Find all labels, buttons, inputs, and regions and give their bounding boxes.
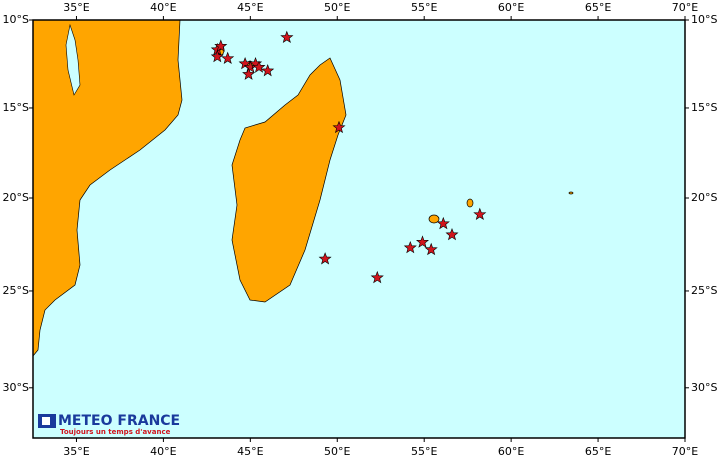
- logo-icon-inner: [42, 417, 50, 425]
- epicenter: [332, 120, 346, 134]
- x-tick-label: 65°E: [585, 445, 611, 458]
- epicenter: [242, 67, 256, 80]
- epicenter: [221, 51, 235, 64]
- y-tick-label: 15°S: [3, 101, 29, 114]
- x-tick-label: 55°E: [411, 445, 437, 458]
- logo-name: METEO FRANCE: [58, 413, 180, 429]
- x-tick-label: 35°E: [63, 1, 89, 14]
- epicenter: [424, 242, 438, 256]
- y-tick-label: 25°S: [3, 284, 29, 297]
- mauritius: [466, 198, 474, 208]
- epicenter: [415, 235, 430, 248]
- land: [32, 19, 574, 357]
- y-tick-label: 15°S: [691, 101, 717, 114]
- x-tick-label: 60°E: [498, 1, 524, 14]
- epicenter: [261, 63, 275, 77]
- epicenter: [214, 39, 228, 52]
- epicenter: [252, 60, 266, 73]
- epicenter: [370, 270, 384, 284]
- x-tick-label: 45°E: [237, 445, 263, 458]
- y-tick-label: 30°S: [691, 381, 717, 394]
- y-tick-label: 10°S: [3, 13, 29, 26]
- y-tick-label: 20°S: [691, 191, 717, 204]
- epicenter: [436, 216, 450, 230]
- logo-tagline: Toujours un temps d'avance: [60, 428, 171, 436]
- y-tick-label: 10°S: [691, 13, 717, 26]
- rodrigues: [568, 191, 574, 195]
- x-tick-label: 40°E: [150, 1, 176, 14]
- reunion: [428, 214, 440, 224]
- epicenter: [318, 252, 332, 265]
- x-tick-label: 70°E: [672, 1, 698, 14]
- africa: [32, 19, 183, 357]
- x-tick-label: 60°E: [498, 445, 524, 458]
- madagascar: [231, 57, 347, 303]
- epicenter: [473, 207, 487, 220]
- map-frame: [32, 19, 686, 439]
- y-tick-label: 20°S: [3, 191, 29, 204]
- x-tick-label: 65°E: [585, 1, 611, 14]
- x-tick-label: 50°E: [324, 445, 350, 458]
- y-tick-label: 30°S: [3, 381, 29, 394]
- epicenter: [280, 30, 294, 43]
- logo: METEO FRANCE Toujours un temps d'avance: [38, 413, 180, 436]
- y-tick-label: 25°S: [691, 284, 717, 297]
- x-tick-label: 55°E: [411, 1, 437, 14]
- epicenter: [403, 240, 417, 254]
- lake: [65, 23, 81, 96]
- x-tick-label: 50°E: [324, 1, 350, 14]
- x-tick-label: 35°E: [63, 445, 89, 458]
- epicenter: [210, 49, 224, 63]
- epicenter: [445, 227, 459, 241]
- x-tick-label: 70°E: [672, 445, 698, 458]
- x-tick-label: 45°E: [237, 1, 263, 14]
- x-tick-label: 40°E: [150, 445, 176, 458]
